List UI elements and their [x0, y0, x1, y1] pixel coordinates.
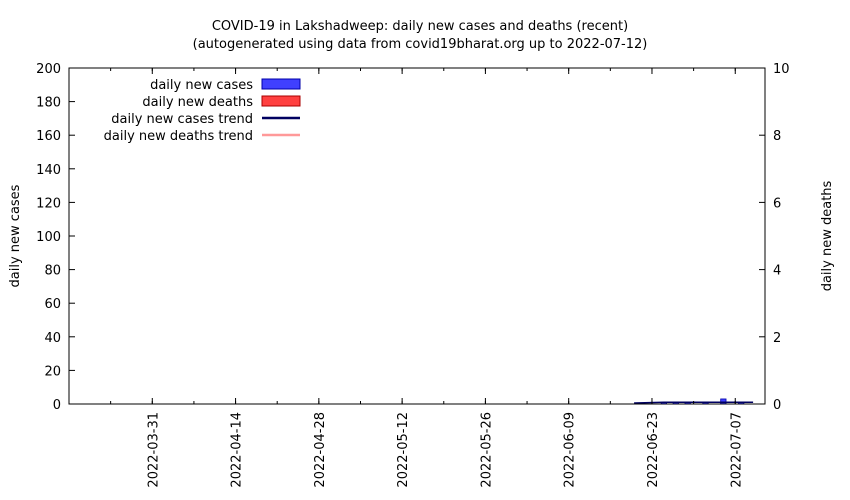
y-tick-label-10: 200 — [36, 62, 61, 77]
y-tick-label-6: 120 — [36, 196, 61, 211]
legend-label-3: daily new deaths trend — [104, 129, 253, 144]
y2-tick-label-0: 0 — [773, 398, 781, 413]
x-tick-label-5: 2022-06-09 — [563, 412, 578, 488]
y-tick-label-0: 0 — [53, 398, 61, 413]
axis-ticks: 0 20 40 60 80 100 120 140 160 180 200 0 2 4 6 8 10 2022-0… — [36, 62, 789, 488]
y2-tick-label-3: 6 — [773, 196, 781, 211]
y2-axis-label: daily new deaths — [820, 180, 835, 291]
legend-label-0: daily new cases — [150, 78, 253, 93]
y2-tick-label-1: 2 — [773, 331, 781, 346]
x-tick-label-1: 2022-04-14 — [230, 412, 245, 488]
y2-tick-label-5: 10 — [773, 62, 790, 77]
y-axis-label: daily new cases — [8, 184, 23, 287]
y-tick-label-4: 80 — [44, 264, 61, 279]
chart-subtitle: (autogenerated using data from covid19bh… — [193, 37, 648, 52]
y-tick-label-2: 40 — [44, 331, 61, 346]
chart-title: COVID-19 in Lakshadweep: daily new cases… — [212, 19, 628, 34]
x-tick-label-0: 2022-03-31 — [146, 412, 161, 488]
x-tick-label-2: 2022-04-28 — [313, 412, 328, 488]
y2-tick-label-4: 8 — [773, 129, 781, 144]
y-tick-label-8: 160 — [36, 129, 61, 144]
x-tick-label-7: 2022-07-07 — [729, 412, 744, 488]
x-tick-label-6: 2022-06-23 — [646, 412, 661, 488]
legend-swatch-1 — [261, 95, 301, 107]
y2-tick-label-2: 4 — [773, 264, 781, 279]
legend-label-2: daily new cases trend — [111, 112, 253, 127]
y-tick-label-5: 100 — [36, 230, 61, 245]
y-tick-label-7: 140 — [36, 163, 61, 178]
legend: daily new cases daily new deaths daily new… — [104, 78, 301, 144]
x-tick-label-3: 2022-05-12 — [396, 412, 411, 488]
legend-swatch-0 — [261, 78, 301, 90]
y-tick-label-3: 60 — [44, 297, 61, 312]
y-tick-label-1: 20 — [44, 364, 61, 379]
legend-label-1: daily new deaths — [142, 95, 253, 110]
x-tick-label-4: 2022-05-26 — [479, 412, 494, 488]
y-tick-label-9: 180 — [36, 96, 61, 111]
